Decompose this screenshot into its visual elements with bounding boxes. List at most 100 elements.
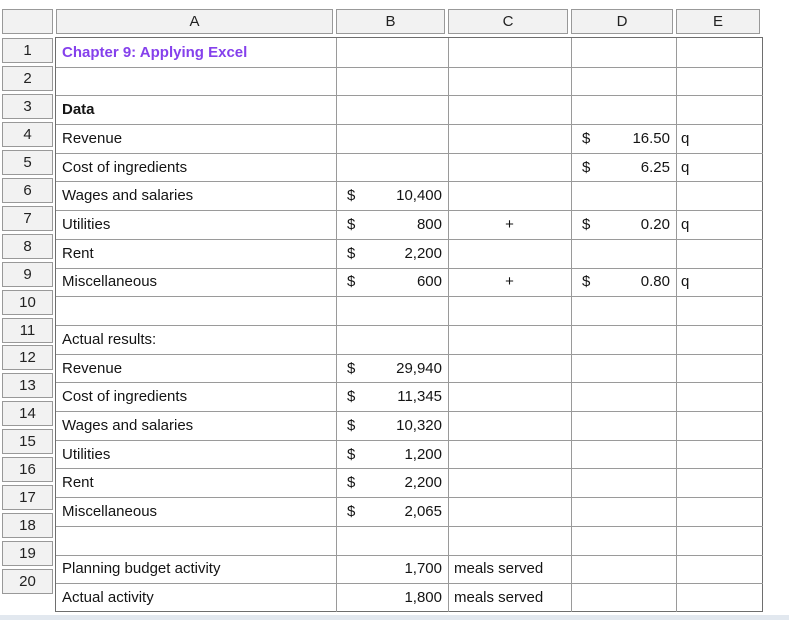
row-header-9[interactable]: 9 [2, 261, 53, 287]
cell-A10[interactable] [56, 296, 337, 326]
cell-B1[interactable] [336, 38, 449, 68]
cell-A7[interactable]: Utilities [56, 210, 337, 240]
cell-B17[interactable]: $2,065 [336, 497, 449, 527]
cell-C13[interactable] [448, 382, 572, 413]
cell-C11[interactable] [448, 325, 572, 355]
cell-D17[interactable] [571, 497, 677, 527]
cell-A4[interactable]: Revenue [56, 124, 337, 154]
cell-A2[interactable] [56, 66, 337, 97]
cell-D3[interactable] [571, 95, 677, 126]
cell-E14[interactable] [676, 411, 763, 441]
cell-C9[interactable]: + [448, 267, 572, 298]
row-header-13[interactable]: 13 [2, 373, 53, 399]
cell-A19[interactable]: Planning budget activity [56, 554, 337, 585]
cell-E7[interactable]: q [676, 210, 763, 240]
cell-C17[interactable] [448, 497, 572, 527]
cell-C15[interactable] [448, 439, 572, 470]
cell-D6[interactable] [571, 181, 677, 212]
cell-E10[interactable] [676, 296, 763, 326]
column-header-B[interactable]: B [336, 9, 445, 34]
cell-D9[interactable]: $0.80 [571, 267, 677, 298]
cell-E2[interactable] [676, 67, 763, 97]
cell-D11[interactable] [571, 325, 677, 355]
cell-C4[interactable] [448, 124, 572, 154]
cell-E16[interactable] [676, 469, 763, 499]
cell-B14[interactable]: $10,320 [336, 411, 449, 441]
cell-C2[interactable] [448, 66, 572, 97]
cell-A16[interactable]: Rent [56, 468, 337, 499]
cell-C3[interactable] [448, 95, 572, 126]
cell-B10[interactable] [336, 296, 449, 326]
cell-D1[interactable] [571, 38, 677, 68]
cell-C20[interactable]: meals served [448, 583, 572, 612]
cell-A12[interactable]: Revenue [56, 353, 337, 384]
cell-B11[interactable] [336, 325, 449, 355]
row-header-2[interactable]: 2 [2, 65, 53, 91]
row-header-19[interactable]: 19 [2, 541, 53, 567]
row-header-18[interactable]: 18 [2, 513, 53, 539]
cell-A11[interactable]: Actual results: [56, 325, 337, 355]
row-header-4[interactable]: 4 [2, 121, 53, 147]
column-header-C[interactable]: C [448, 9, 568, 34]
corner-select-all-button[interactable] [2, 9, 53, 34]
cell-A9[interactable]: Miscellaneous [56, 267, 337, 298]
column-header-E[interactable]: E [676, 9, 760, 34]
cell-E1[interactable] [676, 38, 763, 68]
row-header-5[interactable]: 5 [2, 149, 53, 175]
cell-E19[interactable] [676, 555, 763, 585]
cell-B4[interactable] [336, 124, 449, 154]
row-header-3[interactable]: 3 [2, 93, 53, 119]
cell-D19[interactable] [571, 554, 677, 585]
cell-B8[interactable]: $2,200 [336, 238, 449, 269]
cell-B12[interactable]: $29,940 [336, 353, 449, 384]
cell-A14[interactable]: Wages and salaries [56, 411, 337, 441]
row-header-16[interactable]: 16 [2, 457, 53, 483]
row-header-10[interactable]: 10 [2, 289, 53, 315]
cell-D20[interactable] [571, 583, 677, 612]
cell-D10[interactable] [571, 296, 677, 326]
cell-E9[interactable]: q [676, 268, 763, 298]
row-header-12[interactable]: 12 [2, 345, 53, 371]
cell-D18[interactable] [571, 525, 677, 556]
cell-B15[interactable]: $1,200 [336, 439, 449, 470]
cell-E4[interactable]: q [676, 124, 763, 154]
cell-B7[interactable]: $800 [336, 210, 449, 240]
cell-A1[interactable]: Chapter 9: Applying Excel [56, 38, 337, 68]
cell-D13[interactable] [571, 382, 677, 413]
cell-E20[interactable] [676, 583, 763, 612]
cell-C19[interactable]: meals served [448, 554, 572, 585]
cell-A15[interactable]: Utilities [56, 439, 337, 470]
row-header-6[interactable]: 6 [2, 177, 53, 203]
column-header-A[interactable]: A [56, 9, 333, 34]
cell-C8[interactable] [448, 238, 572, 269]
cell-B20[interactable]: 1,800 [336, 583, 449, 612]
cell-E17[interactable] [676, 497, 763, 527]
row-header-15[interactable]: 15 [2, 429, 53, 455]
cell-C14[interactable] [448, 411, 572, 441]
cell-A8[interactable]: Rent [56, 238, 337, 269]
column-header-D[interactable]: D [571, 9, 673, 34]
cell-D15[interactable] [571, 439, 677, 470]
cell-E11[interactable] [676, 325, 763, 355]
cell-D12[interactable] [571, 353, 677, 384]
cell-E5[interactable]: q [676, 153, 763, 183]
cell-D8[interactable] [571, 238, 677, 269]
row-header-11[interactable]: 11 [2, 317, 53, 343]
cell-D5[interactable]: $6.25 [571, 152, 677, 183]
cell-D16[interactable] [571, 468, 677, 499]
cell-C18[interactable] [448, 525, 572, 556]
cell-B6[interactable]: $10,400 [336, 181, 449, 212]
cell-E12[interactable] [676, 354, 763, 384]
cell-D4[interactable]: $16.50 [571, 124, 677, 154]
cell-D7[interactable]: $0.20 [571, 210, 677, 240]
cell-C6[interactable] [448, 181, 572, 212]
cell-A3[interactable]: Data [56, 95, 337, 126]
cell-E6[interactable] [676, 182, 763, 212]
cell-C1[interactable] [448, 38, 572, 68]
row-header-20[interactable]: 20 [2, 569, 53, 595]
cell-E18[interactable] [676, 526, 763, 556]
cell-D2[interactable] [571, 66, 677, 97]
cell-B2[interactable] [336, 66, 449, 97]
cell-E3[interactable] [676, 95, 763, 126]
cell-C12[interactable] [448, 353, 572, 384]
